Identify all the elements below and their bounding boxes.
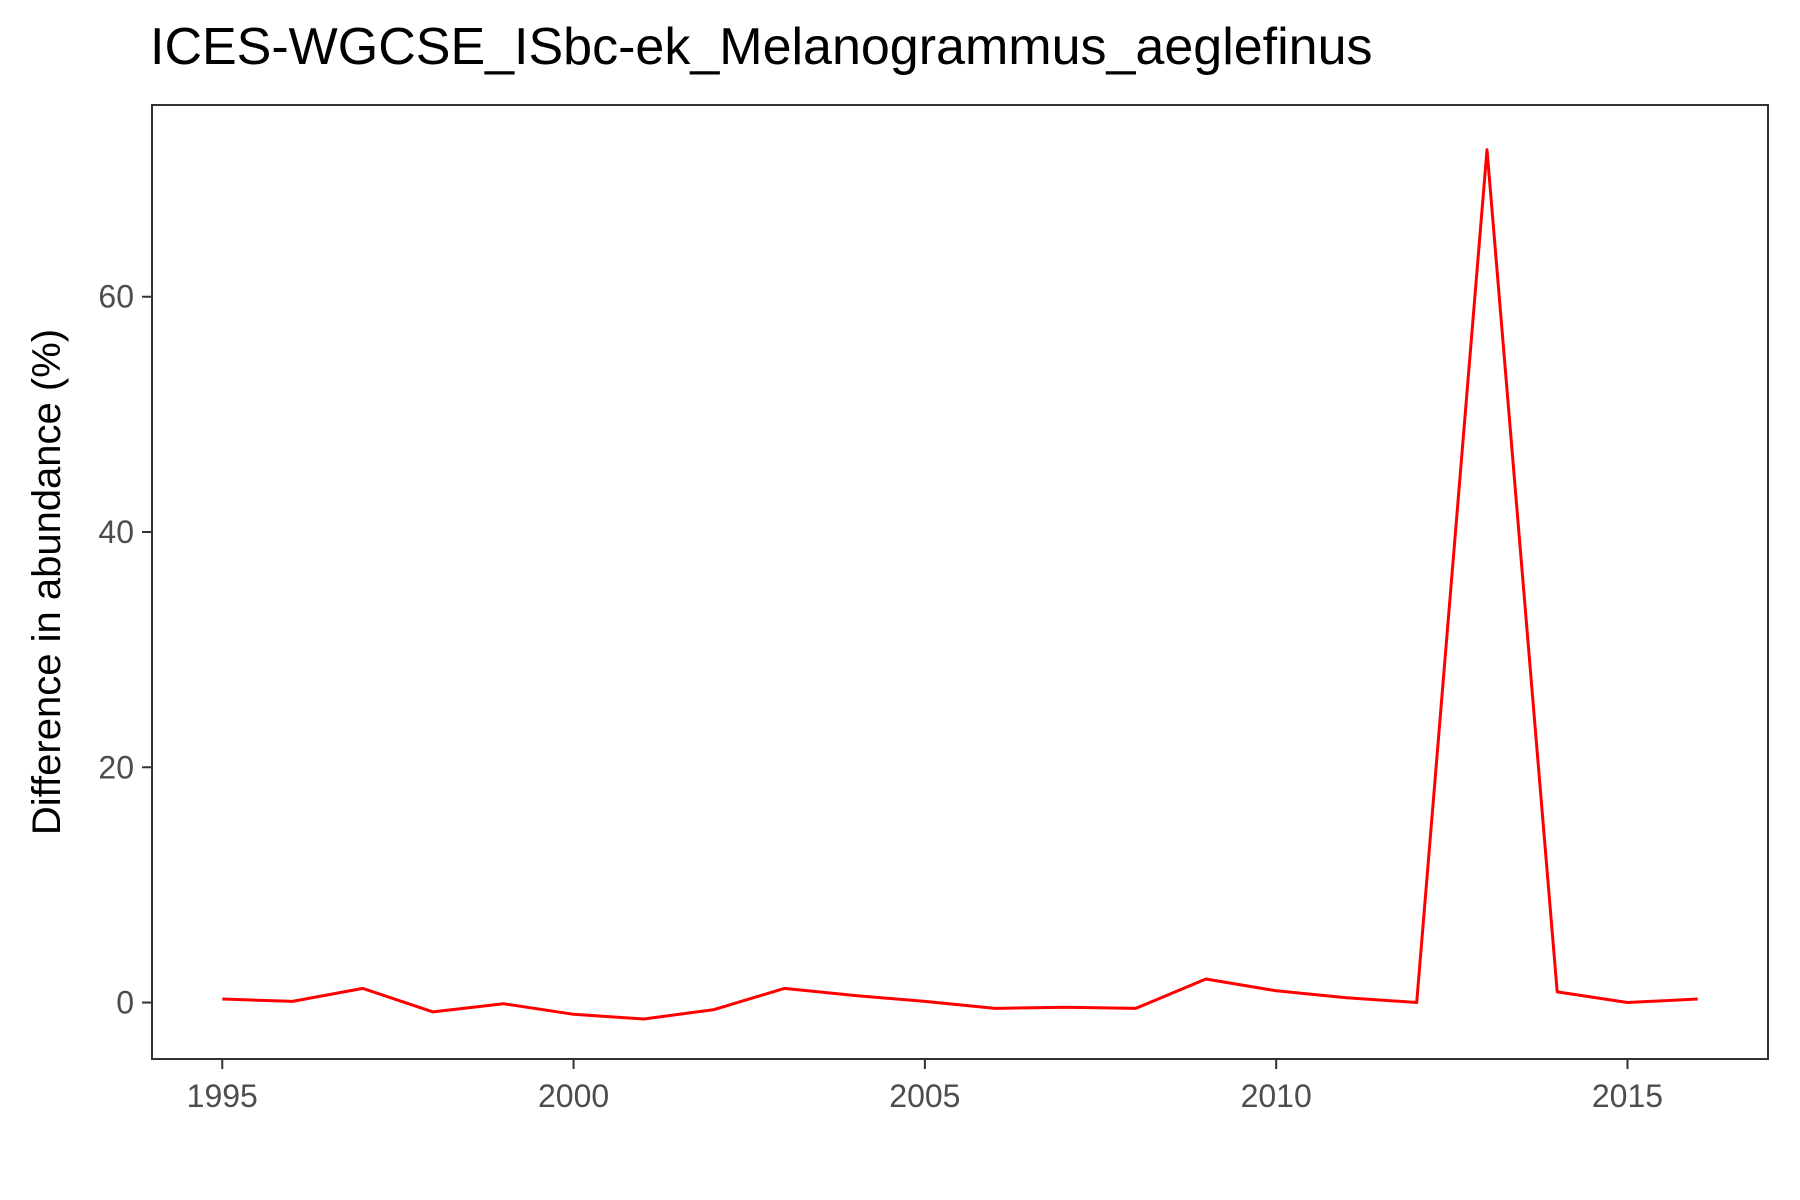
plot-panel [151,104,1769,1060]
x-tick-label: 2000 [538,1078,609,1114]
y-tick-label: 20 [98,749,134,785]
x-tick-label: 2005 [889,1078,960,1114]
x-tick-label: 2010 [1241,1078,1312,1114]
y-axis-title: Difference in abundance (%) [25,329,69,835]
y-tick-label: 0 [116,985,134,1021]
series-layer [222,148,1698,1021]
chart-title: ICES-WGCSE_ISbc-ek_Melanogrammus_aeglefi… [150,18,1373,76]
y-tick-label: 60 [98,279,134,315]
y-axis: 0 20 40 60 [98,279,152,1021]
x-axis: 1995 2000 2005 2010 2015 [187,1059,1663,1114]
x-tick-label: 1995 [187,1078,258,1114]
series-line [222,148,1698,1021]
x-tick-label: 2015 [1592,1078,1663,1114]
y-tick-label: 40 [98,514,134,550]
